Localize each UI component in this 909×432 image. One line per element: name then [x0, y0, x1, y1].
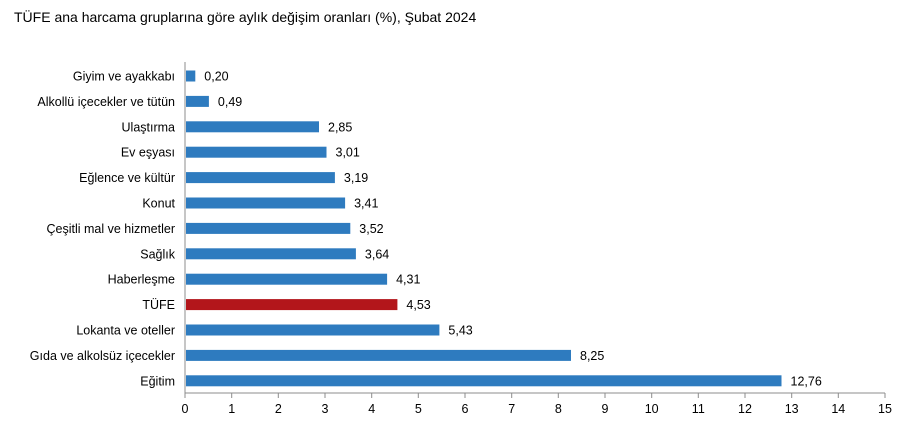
category-label-9: TÜFE [142, 298, 175, 312]
category-label-7: Sağlık [140, 247, 175, 261]
value-label-12: 12,76 [791, 374, 822, 388]
bar-6 [186, 222, 351, 234]
category-label-0: Giyim ve ayakkabı [73, 70, 175, 84]
x-tick-label-2: 2 [275, 402, 282, 416]
category-label-8: Haberleşme [108, 273, 175, 287]
x-tick-label-10: 10 [645, 402, 659, 416]
x-axis: 0 1 2 3 4 5 6 7 8 9 10 11 12 13 14 15 [182, 392, 892, 416]
x-tick-label-14: 14 [831, 402, 845, 416]
bar-0 [186, 70, 196, 82]
bar-3 [186, 146, 327, 158]
value-label-3: 3,01 [336, 146, 360, 160]
value-label-4: 3,19 [344, 171, 368, 185]
x-tick-label-0: 0 [182, 402, 189, 416]
category-labels-group: Giyim ve ayakkabı Alkollü içecekler ve tü… [30, 70, 176, 389]
value-label-8: 4,31 [396, 273, 420, 287]
bar-7 [186, 248, 356, 260]
value-label-6: 3,52 [359, 222, 383, 236]
x-tick-label-4: 4 [368, 402, 375, 416]
bar-1 [186, 95, 209, 107]
x-tick-label-13: 13 [785, 402, 799, 416]
category-label-10: Lokanta ve oteller [76, 324, 175, 338]
category-label-2: Ulaştırma [122, 120, 176, 134]
x-tick-label-5: 5 [415, 402, 422, 416]
bars-group [186, 70, 782, 387]
x-tick-label-1: 1 [228, 402, 235, 416]
value-label-5: 3,41 [354, 197, 378, 211]
bar-12 [186, 375, 782, 387]
bar-4 [186, 172, 335, 184]
x-tick-label-11: 11 [692, 402, 705, 416]
value-label-11: 8,25 [580, 349, 604, 363]
x-tick-label-3: 3 [322, 402, 329, 416]
bar-11 [186, 349, 571, 361]
x-tick-label-6: 6 [462, 402, 469, 416]
category-label-3: Ev eşyası [121, 146, 175, 160]
chart-title: TÜFE ana harcama gruplarına göre aylık d… [14, 9, 477, 25]
category-label-12: Eğitim [140, 374, 175, 388]
x-tick-label-7: 7 [508, 402, 515, 416]
value-label-0: 0,20 [204, 70, 228, 84]
value-label-10: 5,43 [448, 324, 472, 338]
bar-9 [186, 299, 398, 311]
value-label-9: 4,53 [406, 298, 430, 312]
value-label-1: 0,49 [218, 95, 242, 109]
bar-2 [186, 121, 319, 133]
x-tick-label-15: 15 [878, 402, 892, 416]
bar-5 [186, 197, 346, 209]
bar-8 [186, 273, 388, 285]
category-label-6: Çeşitli mal ve hizmetler [46, 222, 175, 236]
bar-10 [186, 324, 440, 336]
x-tick-label-9: 9 [602, 402, 609, 416]
category-label-5: Konut [142, 197, 175, 211]
x-tick-label-12: 12 [738, 402, 752, 416]
value-labels-group: 0,20 0,49 2,85 3,01 3,19 3,41 3,52 3,64 4,31 4,53… [204, 70, 822, 389]
category-label-1: Alkollü içecekler ve tütün [37, 95, 175, 109]
value-label-2: 2,85 [328, 120, 352, 134]
category-label-11: Gıda ve alkolsüz içecekler [30, 349, 175, 363]
value-label-7: 3,64 [365, 247, 389, 261]
category-label-4: Eğlence ve kültür [79, 171, 175, 185]
x-tick-label-8: 8 [555, 402, 562, 416]
